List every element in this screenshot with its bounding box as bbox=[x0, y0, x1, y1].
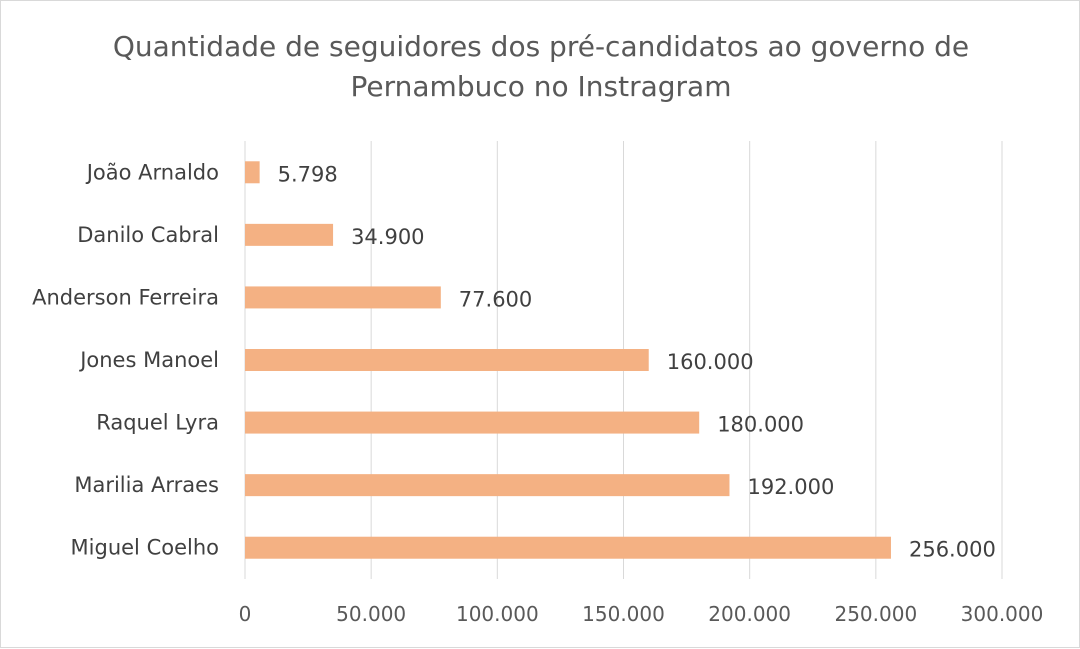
x-tick-label: 250.000 bbox=[834, 602, 917, 626]
bar bbox=[245, 411, 700, 434]
chart-title-line-1: Quantidade de seguidores dos pré-candida… bbox=[112, 30, 970, 63]
x-tick-label: 0 bbox=[239, 602, 252, 626]
category-label: Jones Manoel bbox=[78, 348, 219, 372]
data-label: 256.000 bbox=[909, 538, 996, 562]
bar bbox=[245, 349, 649, 371]
x-tick-label: 150.000 bbox=[582, 602, 665, 626]
data-label: 180.000 bbox=[717, 413, 804, 437]
category-label: João Arnaldo bbox=[85, 160, 219, 184]
chart-title: Quantidade de seguidores dos pré-candida… bbox=[91, 27, 991, 107]
bar bbox=[245, 536, 891, 559]
bar bbox=[245, 286, 441, 309]
category-label: Raquel Lyra bbox=[96, 411, 219, 435]
data-label: 160.000 bbox=[667, 350, 754, 374]
x-tick-label: 200.000 bbox=[708, 602, 791, 626]
x-tick-label: 50.000 bbox=[336, 602, 406, 626]
data-label: 77.600 bbox=[459, 287, 532, 311]
data-label: 34.900 bbox=[351, 225, 424, 249]
data-label: 192.000 bbox=[747, 475, 834, 499]
data-label: 5.798 bbox=[278, 162, 338, 186]
category-label: Miguel Coelho bbox=[71, 536, 219, 560]
category-label: Marilia Arraes bbox=[74, 473, 219, 497]
category-label: Danilo Cabral bbox=[77, 223, 219, 247]
x-tick-label: 300.000 bbox=[961, 602, 1044, 626]
bar bbox=[245, 161, 260, 184]
category-label: Anderson Ferreira bbox=[32, 285, 219, 309]
bar bbox=[245, 474, 730, 497]
x-tick-label: 100.000 bbox=[456, 602, 539, 626]
bar bbox=[245, 223, 334, 246]
chart-title-line-2: Pernambuco no Instragram bbox=[350, 70, 732, 103]
